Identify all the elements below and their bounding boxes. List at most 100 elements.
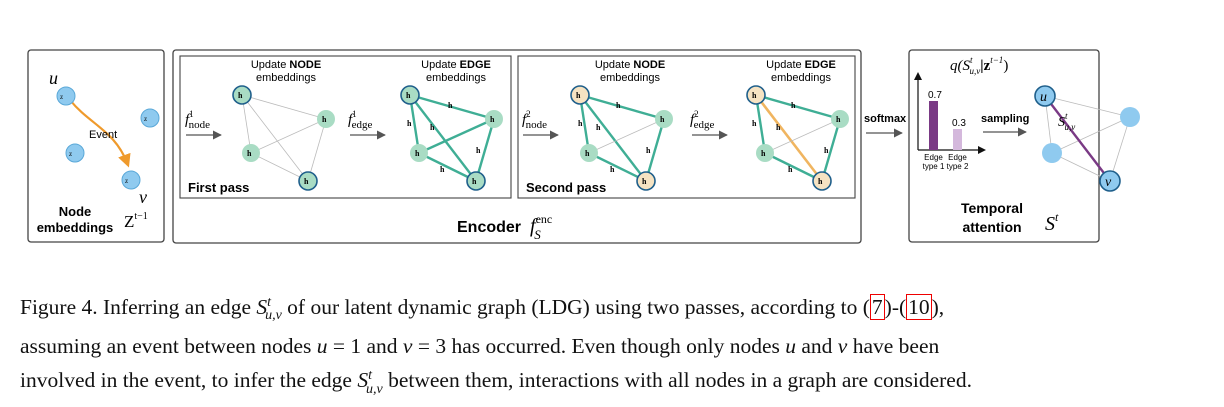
caption-v2: v bbox=[837, 334, 848, 359]
left-node-3 bbox=[121, 170, 141, 190]
svg-text:h: h bbox=[407, 119, 412, 128]
fp-fnode: f bbox=[185, 112, 191, 128]
z-sup: t−1 bbox=[134, 211, 147, 222]
caption-ref-10[interactable]: 10 bbox=[906, 294, 932, 321]
caption-line3-b: between them, interactions with all node… bbox=[382, 368, 972, 393]
sp-edge-heading-b: EDGE bbox=[805, 59, 836, 71]
event-label: Event bbox=[89, 129, 117, 141]
svg-text:h: h bbox=[576, 91, 581, 100]
second-pass-label: Second pass bbox=[526, 180, 606, 195]
fp-fnode-sub: node bbox=[189, 119, 211, 131]
svg-text:h: h bbox=[490, 115, 495, 124]
second-pass-node-graph: h h h h h h h h h bbox=[570, 85, 673, 191]
caption-line2-a: assuming an event between nodes bbox=[20, 334, 317, 359]
edge-s-sup: t bbox=[1065, 111, 1068, 121]
svg-text:h: h bbox=[660, 115, 665, 124]
fp-fedge: f bbox=[348, 112, 354, 128]
svg-text:h: h bbox=[836, 115, 841, 124]
temporal-v-label: v bbox=[1105, 175, 1112, 190]
left-v-label: v bbox=[139, 187, 147, 207]
svg-text:q(Stu,v|zt−1): q(St u,v|zt−1) bbox=[950, 55, 1008, 76]
svg-text:h: h bbox=[406, 91, 411, 100]
z-label: Z bbox=[124, 212, 134, 231]
caption-s: S bbox=[256, 295, 268, 320]
left-node-2 bbox=[65, 143, 85, 163]
second-pass-box bbox=[517, 55, 856, 199]
sampled-edge bbox=[1044, 95, 1111, 182]
svg-text:h: h bbox=[238, 91, 243, 100]
fp-fedge-sup: 1 bbox=[352, 109, 357, 119]
svg-text:h: h bbox=[322, 115, 327, 124]
encoder-f-sup: enc bbox=[536, 212, 553, 226]
figure-caption: Figure 4. Inferring an edge Stu,v of our… bbox=[20, 288, 1210, 405]
bar-edge-type-1 bbox=[929, 101, 938, 150]
svg-text:h: h bbox=[610, 165, 615, 174]
svg-text:Update EDGE: Update EDGE bbox=[421, 59, 491, 71]
svg-text:h: h bbox=[430, 123, 435, 132]
q-sub: u,v bbox=[970, 66, 981, 76]
svg-text:h: h bbox=[440, 165, 445, 174]
node-embeddings-label-2: embeddings bbox=[37, 220, 114, 235]
svg-text:z: z bbox=[144, 115, 147, 123]
svg-text:h: h bbox=[761, 149, 766, 158]
sp-fedge-sub: edge bbox=[694, 119, 715, 131]
sp-fnode: f bbox=[522, 112, 528, 128]
temporal-label-1: Temporal bbox=[961, 200, 1023, 216]
category-label-2-line-1: Edge bbox=[948, 153, 967, 162]
fp-fedge-sub: edge bbox=[352, 119, 373, 131]
svg-text:h: h bbox=[448, 101, 453, 110]
second-pass-edge-graph: h h h h h h h h h bbox=[746, 85, 849, 191]
encoder-f-sub: S bbox=[534, 227, 541, 242]
edge-s-sub: u,v bbox=[1065, 122, 1076, 132]
svg-text:h: h bbox=[247, 149, 252, 158]
fp-node-heading-b: NODE bbox=[289, 59, 321, 71]
svg-text:h: h bbox=[616, 101, 621, 110]
sp-fedge: f bbox=[690, 112, 696, 128]
caption-s-sup: t bbox=[267, 295, 272, 310]
caption-u: u bbox=[316, 334, 328, 359]
svg-text:h: h bbox=[818, 177, 823, 186]
svg-text:h: h bbox=[642, 177, 647, 186]
edge-s-label: S bbox=[1058, 115, 1065, 130]
caption-part3: )-( bbox=[884, 295, 907, 320]
caption-part4: ), bbox=[931, 295, 945, 320]
fp-node-heading-2: embeddings bbox=[256, 72, 316, 84]
first-pass-edge-graph: h h h h h h h h h bbox=[400, 85, 503, 191]
event-arrow bbox=[69, 99, 131, 168]
svg-text:h: h bbox=[791, 101, 796, 110]
bar-value-label-1: 0.7 bbox=[928, 90, 942, 101]
caption-part2: of our latent dynamic graph (LDG) using … bbox=[281, 295, 870, 320]
svg-text:h: h bbox=[788, 165, 793, 174]
category-label-2-line-2: type 2 bbox=[947, 162, 969, 171]
caption-eq2: = 3 has occurred. Even though only nodes bbox=[412, 334, 786, 359]
sp-edge-heading-a: Update bbox=[766, 59, 805, 71]
svg-text:Update NODE: Update NODE bbox=[595, 59, 665, 71]
caption-ref-7[interactable]: 7 bbox=[869, 294, 885, 321]
sp-fnode-sup: 2 bbox=[526, 109, 531, 119]
temporal-u-label: u bbox=[1040, 90, 1047, 105]
fp-edge-heading-2: embeddings bbox=[426, 72, 486, 84]
svg-text:z: z bbox=[125, 177, 128, 185]
q-mid: |z bbox=[980, 58, 990, 74]
svg-text:z: z bbox=[60, 93, 63, 101]
svg-text:h: h bbox=[776, 123, 781, 132]
sp-edge-heading-2: embeddings bbox=[771, 72, 831, 84]
left-node-4 bbox=[140, 108, 160, 128]
svg-text:h: h bbox=[752, 91, 757, 100]
sampling-label: sampling bbox=[981, 113, 1029, 125]
s-label: S bbox=[1045, 213, 1055, 235]
caption-line3-a: involved in the event, to infer the edge bbox=[20, 368, 358, 393]
svg-text:z: z bbox=[69, 150, 72, 158]
figure-diagram: z z z z u v Event Node embeddings Zt−1 E… bbox=[27, 49, 1140, 244]
svg-text:Update NODE: Update NODE bbox=[251, 59, 321, 71]
sp-node-heading-b: NODE bbox=[633, 59, 665, 71]
svg-text:Stu,v: St u,v bbox=[1058, 111, 1075, 132]
caption-v: v bbox=[402, 334, 413, 359]
svg-text:Zt−1: Zt−1 bbox=[124, 211, 148, 231]
q-sup2: t−1 bbox=[990, 55, 1003, 65]
q-end: ) bbox=[1003, 58, 1008, 74]
